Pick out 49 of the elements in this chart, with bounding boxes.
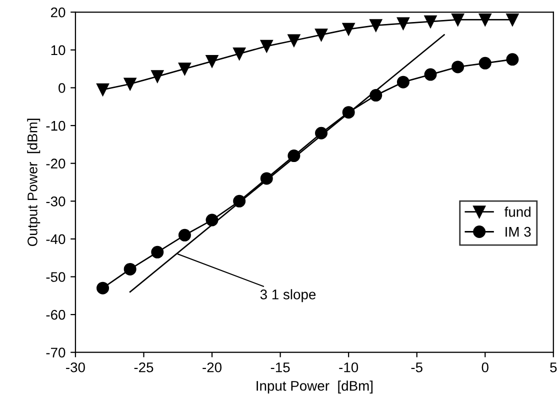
y-tick-label: -20 — [46, 158, 66, 169]
point — [478, 56, 492, 70]
point — [370, 19, 382, 32]
x-tick-label: 5 — [550, 362, 557, 372]
point — [478, 13, 492, 26]
legend-label: IM 3 — [506, 226, 531, 237]
x-tick-label: 0 — [482, 362, 488, 372]
point — [260, 40, 273, 52]
point — [233, 47, 246, 60]
y-tick-label: -10 — [46, 120, 66, 131]
x-tick-label: -30 — [66, 362, 85, 372]
point — [151, 70, 164, 83]
point — [124, 262, 136, 276]
y-tick-label: -40 — [46, 234, 66, 244]
x-tick-label: -10 — [339, 362, 358, 372]
y-tick-label: -70 — [46, 348, 66, 358]
y-tick-label: 20 — [50, 7, 66, 18]
point — [506, 13, 519, 26]
y-tick-label: 10 — [51, 45, 66, 56]
point — [151, 246, 164, 258]
y-tick-label: -50 — [46, 272, 66, 282]
point — [96, 83, 110, 96]
point — [396, 17, 410, 30]
point — [288, 34, 300, 47]
x-tick-label: -20 — [202, 362, 222, 372]
point — [342, 22, 355, 36]
y-tick-label: -60 — [46, 310, 66, 320]
point — [396, 76, 410, 88]
x-tick-label: -5 — [411, 362, 422, 372]
legend-label: fund — [504, 206, 530, 217]
point — [370, 89, 382, 102]
point — [178, 228, 191, 242]
x-tick-label: -25 — [134, 362, 154, 372]
point — [315, 28, 328, 42]
x-tick-label: -15 — [270, 362, 290, 372]
x-axis-title: Input Power [dBm] — [256, 380, 373, 394]
y-tick-label: 0 — [58, 83, 66, 93]
annotation: 3 1 slope — [260, 289, 316, 302]
point — [178, 62, 191, 76]
point — [206, 55, 218, 68]
point — [96, 282, 110, 294]
point — [424, 15, 437, 28]
point — [506, 53, 519, 66]
point — [452, 60, 464, 74]
point — [452, 13, 464, 26]
point — [124, 78, 136, 90]
point — [424, 68, 437, 81]
y-tick-label: -30 — [46, 196, 66, 206]
y-axis-title: Output Power [dBm] — [27, 118, 40, 246]
